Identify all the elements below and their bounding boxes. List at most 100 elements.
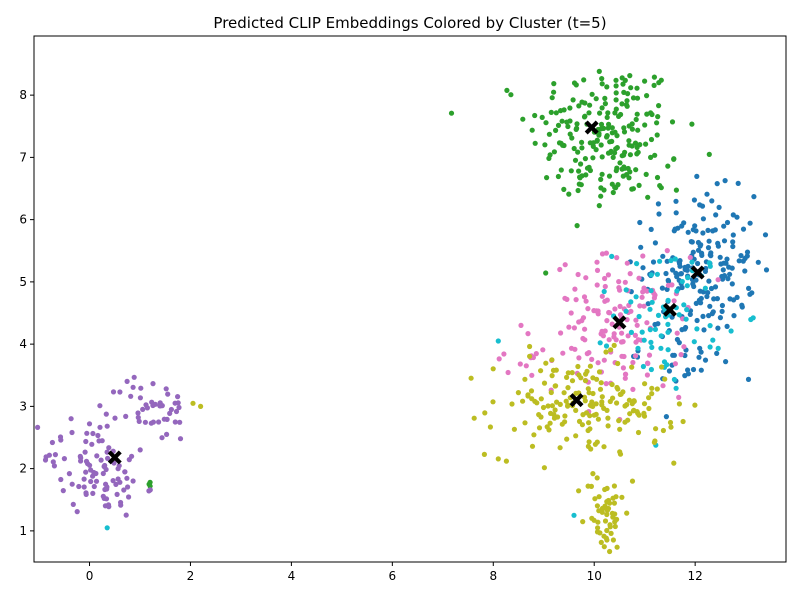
- data-point: [517, 361, 523, 367]
- data-point: [51, 463, 58, 469]
- data-point: [702, 357, 709, 363]
- data-point: [118, 502, 124, 508]
- data-point: [633, 167, 639, 173]
- series-2: [496, 248, 721, 423]
- data-point: [529, 372, 535, 378]
- data-point: [540, 404, 547, 411]
- data-point: [587, 363, 594, 369]
- data-point: [565, 402, 571, 408]
- data-point: [654, 120, 660, 126]
- data-point: [710, 337, 716, 343]
- data-point: [644, 93, 650, 99]
- data-point: [525, 393, 531, 399]
- data-point: [599, 394, 605, 400]
- data-point: [653, 426, 659, 432]
- data-point: [665, 347, 671, 353]
- data-point: [123, 512, 129, 518]
- data-point: [673, 210, 679, 216]
- data-point: [624, 260, 630, 266]
- plot-frame: [33, 35, 787, 563]
- data-point: [689, 121, 695, 127]
- data-point: [140, 406, 146, 412]
- data-point: [613, 168, 619, 174]
- data-point: [603, 349, 609, 355]
- data-point: [629, 143, 635, 149]
- data-point: [614, 544, 620, 550]
- data-point: [669, 119, 676, 125]
- data-point: [610, 495, 616, 501]
- data-point: [614, 255, 620, 261]
- data-point: [697, 288, 703, 294]
- data-point: [598, 121, 605, 127]
- data-point: [104, 486, 110, 492]
- data-point: [727, 271, 733, 277]
- data-point: [582, 378, 589, 384]
- data-point: [582, 100, 588, 106]
- data-point: [705, 245, 712, 251]
- data-point: [668, 257, 674, 264]
- data-point: [522, 376, 528, 382]
- data-point: [596, 68, 602, 74]
- data-point: [198, 403, 204, 409]
- data-point: [590, 375, 596, 381]
- data-point: [448, 110, 455, 116]
- data-point: [699, 252, 705, 258]
- data-point: [94, 453, 100, 459]
- data-point: [571, 325, 578, 331]
- x-tick-label: 2: [187, 569, 195, 583]
- data-point: [122, 469, 128, 475]
- data-point: [613, 90, 619, 96]
- data-point: [551, 415, 558, 421]
- data-point: [490, 366, 496, 372]
- data-point: [103, 466, 109, 473]
- data-point: [611, 483, 618, 489]
- data-point: [734, 214, 740, 220]
- data-point: [586, 439, 592, 445]
- data-point: [522, 420, 528, 426]
- data-point: [159, 435, 165, 441]
- data-point: [624, 510, 630, 516]
- y-tick-label: 2: [19, 462, 27, 476]
- data-point: [124, 475, 130, 481]
- data-point: [602, 486, 608, 493]
- data-point: [511, 426, 517, 432]
- data-point: [619, 494, 625, 500]
- data-point: [598, 539, 604, 546]
- data-point: [532, 398, 538, 404]
- data-point: [604, 114, 610, 120]
- data-point: [129, 453, 135, 459]
- data-point: [175, 394, 181, 400]
- data-point: [630, 408, 637, 414]
- data-point: [595, 416, 602, 422]
- data-point: [628, 329, 635, 335]
- data-point: [574, 223, 580, 229]
- data-point: [721, 238, 728, 244]
- data-point: [691, 339, 697, 345]
- data-point: [680, 418, 686, 425]
- data-point: [742, 268, 748, 274]
- data-point: [656, 211, 662, 217]
- data-point: [706, 238, 712, 244]
- data-point: [626, 138, 632, 144]
- data-point: [147, 483, 153, 489]
- data-point: [97, 424, 103, 430]
- data-point: [643, 141, 649, 147]
- data-point: [613, 83, 619, 89]
- data-point: [690, 281, 696, 287]
- data-point: [629, 478, 636, 484]
- data-point: [685, 275, 691, 281]
- data-point: [623, 287, 629, 293]
- data-point: [677, 271, 684, 277]
- data-point: [646, 352, 653, 358]
- data-point: [614, 145, 620, 151]
- data-point: [503, 458, 509, 464]
- data-point: [617, 426, 623, 432]
- y-tick-label: 4: [19, 337, 27, 351]
- data-point: [509, 401, 515, 407]
- data-point: [137, 395, 143, 401]
- data-point: [569, 370, 575, 376]
- data-point: [91, 483, 97, 490]
- data-point: [622, 279, 628, 285]
- data-point: [612, 306, 618, 312]
- data-point: [606, 173, 613, 179]
